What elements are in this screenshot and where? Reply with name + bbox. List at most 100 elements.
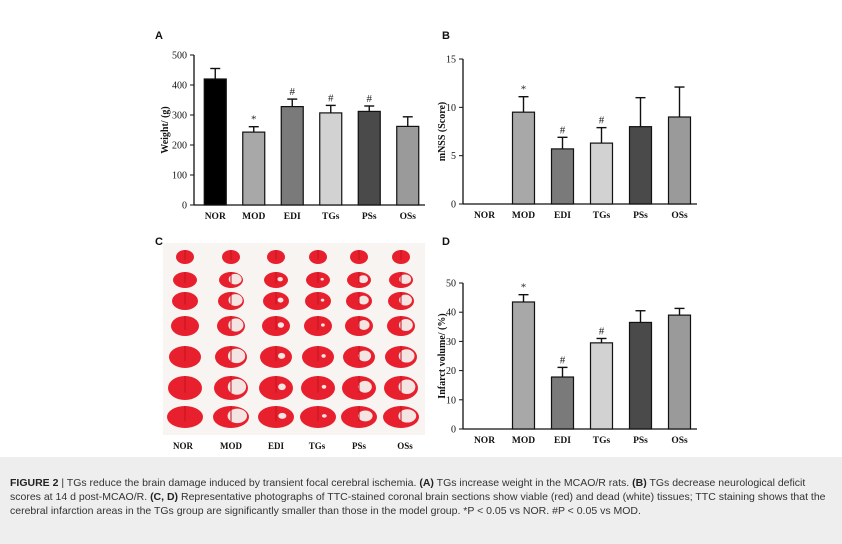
infarct-area	[278, 412, 287, 419]
chart-d-x-tick-label: OSs	[671, 436, 688, 446]
chart-a-bar	[396, 125, 420, 206]
chart-a-bar	[319, 112, 343, 206]
photo-group-label: MOD	[220, 441, 242, 451]
caption-b-label: (B)	[632, 477, 647, 489]
panel-c-letter: C	[155, 236, 163, 248]
chart-a-y-axis-label: Weight/ (g)	[160, 106, 171, 154]
infarct-area	[321, 323, 325, 327]
photo-group-label: TGs	[308, 441, 326, 451]
chart-a-x-tick-label: OSs	[400, 212, 417, 222]
chart-b-significance-mark: #	[560, 124, 566, 136]
caption-background	[0, 457, 842, 544]
chart-b-x-tick-label: NOR	[474, 211, 495, 221]
chart-d-x-tick-label: PSs	[633, 436, 648, 446]
infarct-area	[320, 298, 325, 302]
infarct-area	[358, 410, 373, 422]
panel-b-letter: B	[442, 30, 450, 42]
chart-b-bar	[511, 111, 536, 205]
chart-b-bar	[667, 116, 692, 205]
infarct-area	[399, 294, 412, 306]
infarct-area	[320, 277, 324, 281]
infarct-area	[227, 408, 248, 424]
chart-b-x-tick-label: OSs	[671, 211, 688, 221]
chart-d-x-tick-label: TGs	[593, 436, 611, 446]
infarct-area	[278, 383, 286, 391]
infarct-area	[398, 409, 417, 423]
infarct-area	[228, 318, 244, 332]
panel-a-letter: A	[155, 30, 163, 42]
ttc-brain-sections-photo	[163, 243, 425, 435]
chart-d-significance-mark: *	[521, 282, 527, 294]
infarct-area	[358, 320, 370, 330]
infarct-area	[277, 322, 285, 328]
chart-a-y-tick-label: 300	[172, 111, 187, 122]
figure-caption: FIGURE 2 | TGs reduce the brain damage i…	[10, 476, 832, 518]
infarct-area	[321, 414, 327, 418]
chart-b-y-tick-label: 0	[451, 200, 456, 211]
chart-a-y-tick-label: 0	[182, 201, 187, 212]
photo-group-label: OSs	[397, 441, 413, 451]
infarct-area	[399, 274, 412, 285]
chart-d-bar	[667, 314, 692, 430]
chart-b-bar	[589, 142, 614, 205]
chart-b-y-tick-label: 5	[451, 151, 456, 162]
chart-b-y-tick-label: 15	[446, 55, 456, 66]
chart-b-x-tick-label: TGs	[593, 211, 611, 221]
chart-d-x-tick-label: NOR	[474, 436, 495, 446]
infarct-area	[358, 275, 369, 284]
caption-text-3: TGs decrease neurological deficit scores…	[10, 477, 806, 503]
infarct-area	[398, 349, 415, 363]
caption-text-4: Representative photographs of TTC-staine…	[10, 491, 826, 517]
chart-b-x-tick-label: EDI	[554, 211, 571, 221]
chart-d-y-tick-label: 50	[446, 279, 456, 290]
chart-b-bar	[550, 148, 575, 205]
chart-a-y-tick-label: 400	[172, 81, 187, 92]
photo-group-label: PSs	[351, 441, 366, 451]
photo-group-label: NOR	[173, 441, 193, 451]
infarct-area	[227, 348, 246, 364]
caption-figure-label: FIGURE 2	[10, 477, 59, 489]
infarct-area	[227, 378, 247, 395]
chart-a-bar	[280, 105, 304, 206]
chart-a-x-tick-label: MOD	[242, 212, 265, 222]
chart-d-x-tick-label: EDI	[554, 436, 571, 446]
chart-a-bar	[203, 78, 227, 206]
chart-b-y-axis-label: mNSS (Score)	[437, 102, 448, 162]
chart-d-y-tick-label: 0	[451, 425, 456, 436]
chart-b-x-tick-label: MOD	[512, 211, 535, 221]
infarct-area	[358, 350, 372, 362]
chart-a-y-tick-label: 500	[172, 51, 187, 62]
chart-a-significance-mark: *	[251, 114, 257, 126]
chart-d-bar	[550, 376, 575, 430]
photo-group-label: EDI	[267, 441, 284, 451]
infarct-area	[228, 273, 242, 285]
chart-d-y-tick-label: 20	[446, 366, 456, 377]
infarct-area	[321, 354, 326, 358]
chart-a-y-tick-label: 200	[172, 141, 187, 152]
infarct-area	[277, 277, 283, 282]
chart-b-x-tick-label: PSs	[633, 211, 648, 221]
chart-d-bar	[628, 321, 653, 430]
infarct-area	[278, 352, 286, 359]
chart-b-y-tick-label: 10	[446, 103, 456, 114]
chart-a-x-tick-label: TGs	[322, 212, 340, 222]
chart-d-y-tick-label: 40	[446, 308, 456, 319]
infarct-area	[321, 384, 327, 389]
infarct-area	[398, 318, 413, 332]
infarct-area	[228, 294, 243, 307]
chart-a-x-tick-label: EDI	[284, 212, 301, 222]
chart-a-bar	[242, 131, 266, 206]
chart-a-significance-mark: #	[328, 92, 334, 104]
infarct-area	[358, 295, 369, 305]
infarct-area	[358, 380, 372, 393]
photo-background	[163, 243, 425, 435]
chart-b-bar	[628, 126, 653, 205]
chart-a-y-tick-label: 100	[172, 171, 187, 182]
infarct-area	[398, 379, 416, 395]
chart-a-significance-mark: #	[367, 93, 373, 105]
chart-b-significance-mark: *	[521, 84, 527, 96]
chart-a-x-tick-label: NOR	[205, 212, 226, 222]
chart-d-y-axis-label: Infarct volume/ (%)	[437, 313, 448, 398]
caption-cd-label: (C, D)	[150, 491, 179, 503]
caption-text-2: TGs increase weight in the MCAO/R rats.	[433, 477, 633, 489]
